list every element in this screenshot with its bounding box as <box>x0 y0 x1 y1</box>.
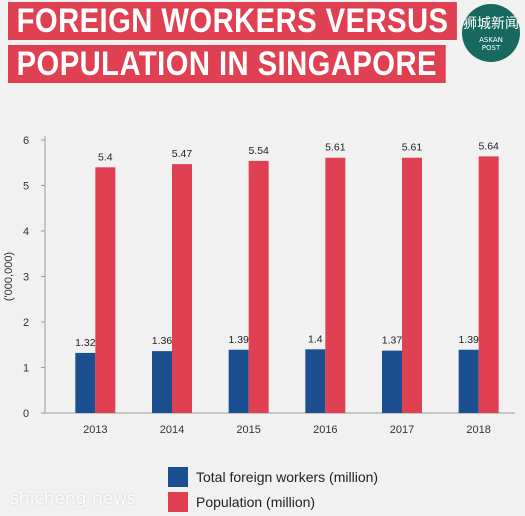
logo-text-en-2: POST <box>481 44 501 52</box>
legend-item-workers: Total foreign workers (million) <box>168 467 378 487</box>
y-tick-label: 5 <box>23 181 29 193</box>
bar-workers <box>382 350 402 413</box>
data-label-workers: 1.32 <box>75 337 96 349</box>
bar-population <box>478 156 499 413</box>
data-label-population: 5.64 <box>478 140 499 152</box>
data-label-population: 5.54 <box>248 145 269 157</box>
x-tick-label: 2015 <box>236 424 260 436</box>
data-label-population: 5.61 <box>325 142 346 154</box>
bar-population <box>248 160 269 413</box>
bar-population <box>95 167 116 413</box>
bar-population <box>402 157 422 413</box>
data-label-workers: 1.39 <box>458 334 479 346</box>
brand-logo: 狮城新闻 ASKAN POST <box>462 4 520 62</box>
x-tick-label: 2014 <box>160 424 184 436</box>
logo-text-en-1: ASKAN <box>479 36 503 44</box>
x-tick-label: 2018 <box>466 424 490 436</box>
data-label-workers: 1.39 <box>228 334 249 346</box>
y-tick-label: 4 <box>23 226 29 238</box>
y-tick-label: 0 <box>23 408 29 420</box>
data-label-workers: 1.36 <box>152 335 173 347</box>
bar-population <box>325 157 346 413</box>
legend-label-population: Population (million) <box>196 494 316 510</box>
bar-workers <box>228 349 249 413</box>
bar-workers <box>305 349 326 413</box>
title-line-1: FOREIGN WORKERS VERSUS <box>8 2 458 40</box>
data-label-population: 5.4 <box>98 151 113 163</box>
x-tick-label: 2017 <box>390 424 414 436</box>
logo-text-cn: 狮城新闻 <box>463 16 519 32</box>
title-line-2: POPULATION IN SINGAPORE <box>8 45 446 83</box>
y-tick-label: 2 <box>23 317 29 329</box>
data-label-population: 5.47 <box>172 148 193 160</box>
watermark: shicheng news <box>10 489 136 509</box>
bar-population <box>172 164 192 413</box>
legend-swatch-population <box>168 492 188 512</box>
y-tick-label: 3 <box>23 272 29 284</box>
bar-chart: 0 1 2 3 4 5 6 ('000,000) 1.32 5.4 2013 1.36 5.47 2014… <box>3 135 515 436</box>
bar-workers <box>75 352 96 413</box>
y-tick-label: 1 <box>23 363 29 375</box>
y-tick-label: 6 <box>23 135 29 147</box>
legend-label-workers: Total foreign workers (million) <box>196 469 379 485</box>
legend-swatch-workers <box>168 467 188 487</box>
x-tick-label: 2016 <box>313 424 337 436</box>
y-axis-label: ('000,000) <box>3 252 15 301</box>
x-tick-label: 2013 <box>83 424 107 436</box>
legend-item-population: Population (million) <box>168 492 315 512</box>
data-label-population: 5.61 <box>402 142 423 154</box>
bar-workers <box>458 349 479 413</box>
data-label-workers: 1.4 <box>308 333 323 345</box>
data-label-workers: 1.37 <box>382 335 403 347</box>
bar-workers <box>152 351 172 413</box>
